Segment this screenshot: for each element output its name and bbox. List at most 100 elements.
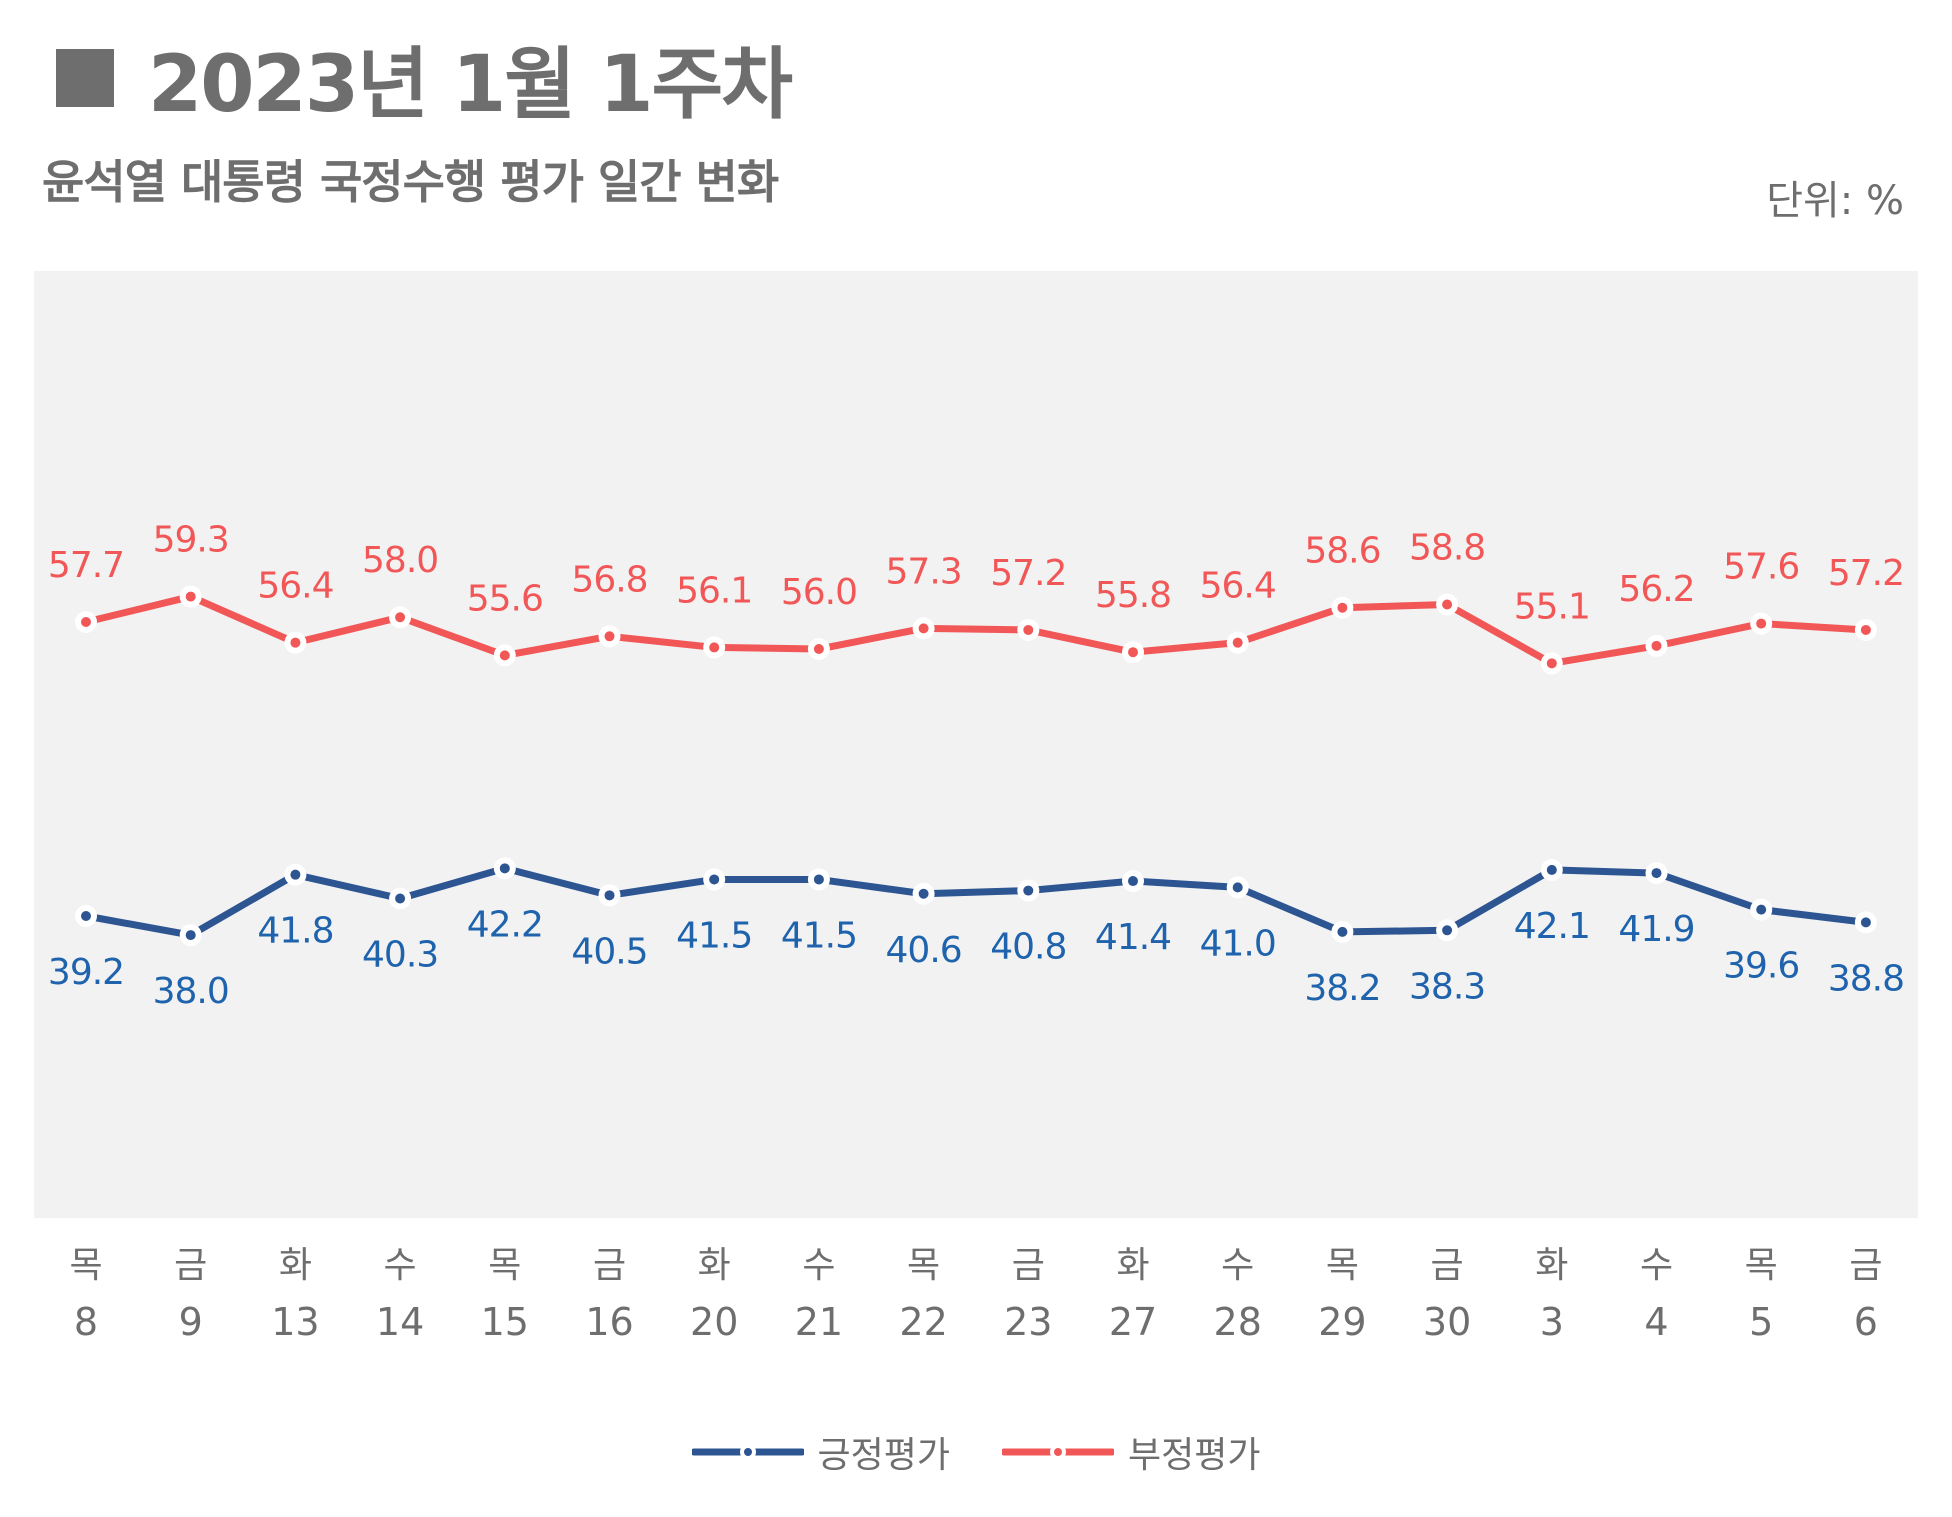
title-text: 2023년 1월 1주차 — [148, 40, 793, 130]
data-point-positive-core — [1756, 904, 1767, 915]
x-tick-day: 화 — [1535, 1245, 1568, 1286]
data-point-positive-core — [81, 911, 91, 921]
data-point-positive-core — [1442, 925, 1453, 936]
data-label-negative: 57.3 — [886, 551, 962, 592]
x-tick-date: 28 — [1214, 1300, 1262, 1344]
x-tick-date: 13 — [271, 1300, 319, 1344]
data-point-positive-core — [709, 874, 720, 885]
data-point-negative-core — [81, 617, 91, 627]
x-tick-date: 15 — [481, 1300, 529, 1344]
data-label-positive: 41.9 — [1618, 909, 1694, 950]
data-point-positive-core — [1128, 876, 1138, 887]
x-tick-date: 4 — [1644, 1300, 1668, 1344]
series-line-positive — [82, 864, 1870, 939]
data-point-negative-core — [1232, 637, 1243, 648]
data-label-negative: 57.2 — [990, 553, 1066, 594]
x-tick-day: 수 — [384, 1245, 417, 1286]
data-label-positive: 38.8 — [1828, 958, 1904, 999]
data-label-negative: 56.0 — [781, 572, 857, 613]
data-label-positive: 40.8 — [990, 927, 1066, 968]
data-point-negative-core — [290, 637, 301, 648]
data-point-positive-core — [1023, 885, 1034, 896]
data-point-negative-core — [1756, 618, 1767, 629]
plot-area — [34, 271, 1918, 1218]
x-tick-day: 금 — [593, 1245, 626, 1286]
data-label-negative: 57.6 — [1723, 547, 1799, 588]
data-point-negative-core — [499, 650, 510, 661]
legend: 긍정평가 부정평가 — [0, 1426, 1952, 1478]
x-tick-day: 목 — [69, 1245, 102, 1286]
data-label-negative: 58.6 — [1304, 531, 1380, 572]
x-tick-day: 목 — [1745, 1245, 1778, 1286]
x-tick-date: 6 — [1854, 1300, 1878, 1344]
data-label-negative: 56.8 — [571, 559, 647, 600]
data-label-positive: 39.6 — [1723, 946, 1799, 987]
legend-item-negative[interactable]: 부정평가 — [1002, 1426, 1260, 1478]
data-label-positive: 41.4 — [1095, 917, 1171, 958]
x-tick-day: 화 — [279, 1245, 312, 1286]
data-label-positive: 39.2 — [48, 952, 124, 993]
title-square-icon — [56, 49, 114, 107]
data-point-negative-core — [1023, 624, 1034, 635]
x-tick-day: 목 — [1326, 1245, 1359, 1286]
legend-item-positive[interactable]: 긍정평가 — [691, 1426, 950, 1478]
x-tick-date: 22 — [899, 1300, 947, 1344]
data-point-negative-core — [1546, 658, 1557, 669]
x-tick-day: 목 — [488, 1245, 521, 1286]
data-label-negative: 56.4 — [257, 566, 333, 607]
x-tick-day: 금 — [174, 1245, 207, 1286]
data-point-negative-core — [395, 612, 406, 623]
x-tick-day: 수 — [1640, 1245, 1673, 1286]
data-label-positive: 42.2 — [467, 904, 543, 945]
data-label-negative: 57.7 — [48, 545, 124, 586]
data-label-positive: 40.3 — [362, 935, 438, 976]
x-tick-date: 5 — [1749, 1300, 1773, 1344]
data-point-negative-core — [1128, 647, 1138, 658]
data-label-positive: 40.6 — [886, 930, 962, 971]
x-tick-day: 수 — [1221, 1245, 1254, 1286]
data-point-negative-core — [918, 623, 929, 634]
data-label-positive: 38.0 — [153, 971, 229, 1012]
unit-label: 단위: % — [1766, 178, 1904, 224]
data-label-positive: 41.5 — [676, 915, 752, 956]
data-point-negative-core — [813, 644, 824, 655]
data-label-negative: 56.2 — [1618, 569, 1694, 610]
data-point-positive-core — [1337, 926, 1348, 937]
data-point-positive-core — [395, 893, 406, 904]
x-tick-day: 화 — [1116, 1245, 1149, 1286]
x-tick-date: 29 — [1318, 1300, 1366, 1344]
data-label-positive: 41.0 — [1200, 923, 1276, 964]
legend-line-positive-icon — [691, 1444, 804, 1460]
data-label-negative: 58.0 — [362, 540, 438, 581]
x-tick-date: 20 — [690, 1300, 738, 1344]
data-point-positive-core — [185, 930, 196, 941]
data-point-positive-core — [1651, 868, 1662, 879]
data-point-positive-core — [1860, 917, 1871, 928]
data-point-positive-core — [813, 874, 824, 885]
data-label-positive: 38.3 — [1409, 966, 1485, 1007]
x-tick-date: 8 — [74, 1300, 98, 1344]
chart-subtitle: 윤석열 대통령 국정수행 평가 일간 변화 — [42, 155, 779, 209]
data-point-negative-core — [185, 591, 196, 602]
data-label-positive: 40.5 — [571, 931, 647, 972]
x-tick-date: 23 — [1004, 1300, 1052, 1344]
data-label-positive: 38.2 — [1304, 968, 1380, 1009]
data-label-negative: 59.3 — [153, 520, 229, 561]
data-point-positive-core — [604, 890, 615, 901]
legend-line-negative-icon — [1002, 1444, 1114, 1460]
data-point-positive-core — [290, 869, 301, 880]
x-tick-day: 금 — [1012, 1245, 1045, 1286]
data-point-positive-core — [1546, 864, 1557, 875]
data-label-negative: 55.8 — [1095, 575, 1171, 616]
data-point-negative-core — [604, 631, 615, 642]
x-tick-day: 금 — [1431, 1245, 1464, 1286]
data-point-positive-core — [918, 888, 929, 899]
x-tick-day: 화 — [698, 1245, 731, 1286]
data-label-positive: 41.8 — [257, 911, 333, 952]
data-label-negative: 55.6 — [467, 578, 543, 619]
data-label-negative: 58.8 — [1409, 528, 1485, 569]
x-tick-day: 목 — [907, 1245, 940, 1286]
x-tick-date: 16 — [585, 1300, 633, 1344]
page-title: 2023년 1월 1주차 — [56, 28, 793, 130]
x-tick-date: 9 — [179, 1300, 203, 1344]
